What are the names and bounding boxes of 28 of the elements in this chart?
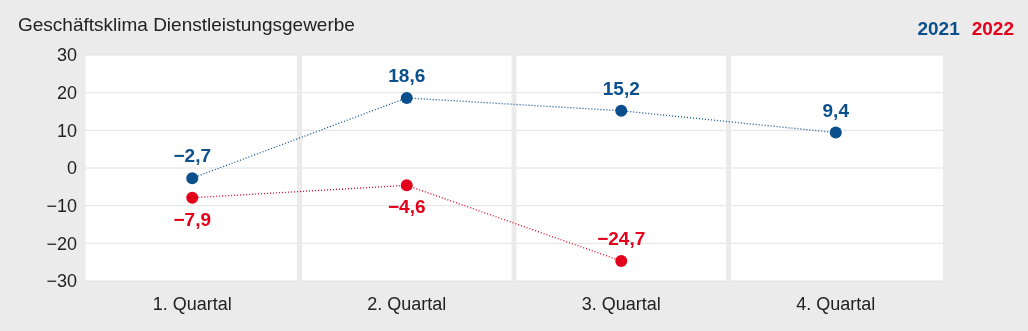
data-label: 15,2 <box>602 77 640 99</box>
data-label: −7,9 <box>173 208 212 230</box>
point <box>186 191 199 204</box>
y-tick-label: −30 <box>46 271 77 292</box>
point <box>615 104 628 117</box>
y-tick-label: 0 <box>66 158 77 179</box>
chart-title: Geschäftsklima Dienstleistungsgewerbe <box>18 14 355 36</box>
y-tick-label: −10 <box>46 196 77 217</box>
data-label: 18,6 <box>388 64 426 86</box>
data-label: −2,7 <box>173 145 212 167</box>
point <box>400 179 413 192</box>
text: 2021 <box>917 18 960 40</box>
data-label: −24,7 <box>597 228 646 250</box>
data-label: −4,6 <box>387 196 426 218</box>
data-label: 9,4 <box>822 99 850 121</box>
y-tick-label: 30 <box>56 45 77 66</box>
x-tick-label: 4. Quartal <box>796 293 876 314</box>
point <box>615 255 628 268</box>
point <box>400 91 413 104</box>
point <box>186 172 199 185</box>
text: 2022 <box>971 18 1014 40</box>
y-tick-label: 10 <box>56 120 77 141</box>
y-tick-label: 20 <box>56 83 77 104</box>
x-tick-label: 3. Quartal <box>581 293 661 314</box>
x-tick-label: 1. Quartal <box>152 293 232 314</box>
point <box>829 126 842 139</box>
x-tick-label: 2. Quartal <box>367 293 447 314</box>
y-tick-label: −20 <box>46 233 77 254</box>
